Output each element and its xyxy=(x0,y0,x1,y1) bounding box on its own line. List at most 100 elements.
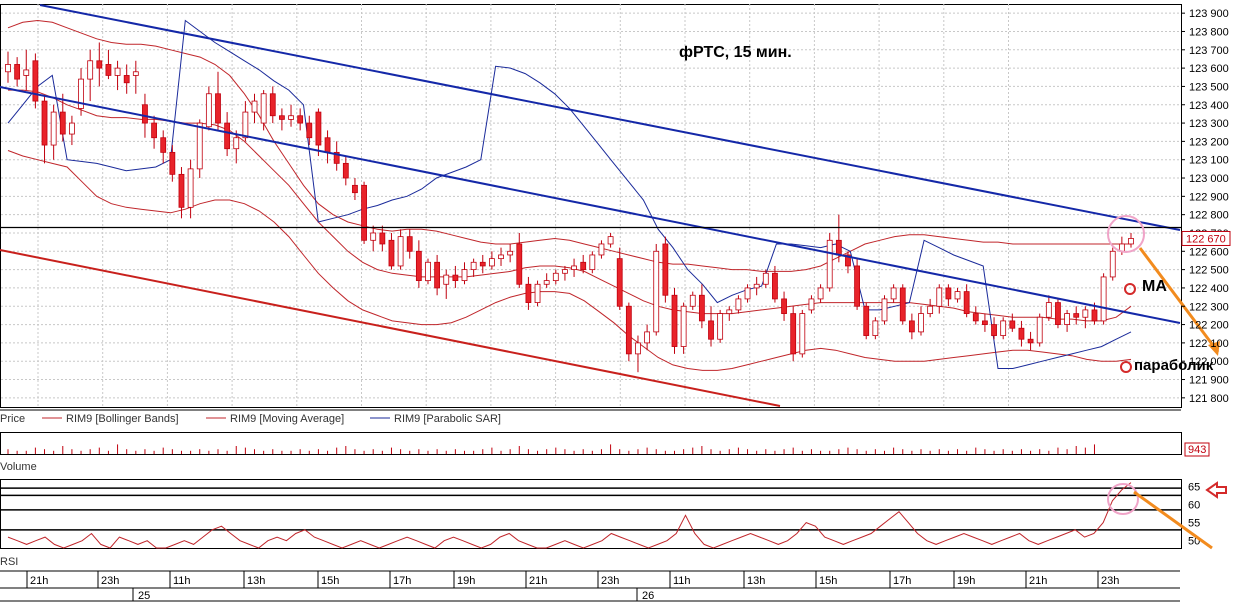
candle-body xyxy=(342,162,349,179)
candle xyxy=(269,86,276,124)
time-label: 15h xyxy=(321,575,339,587)
candle xyxy=(379,225,386,252)
candle-body xyxy=(854,265,860,307)
candle xyxy=(160,130,167,164)
volume-label: Volume xyxy=(0,461,37,473)
candle-body xyxy=(215,93,221,124)
parabolic-sar xyxy=(7,19,1132,369)
candle xyxy=(470,258,477,277)
candle-body xyxy=(516,243,523,285)
candle xyxy=(936,284,943,314)
candle-body xyxy=(1082,309,1089,318)
candle xyxy=(14,57,21,87)
candle xyxy=(625,302,632,362)
price-frame xyxy=(0,4,1182,408)
candle xyxy=(196,119,203,179)
candle xyxy=(233,130,240,164)
y-tick-label: 121 900 xyxy=(1189,375,1229,387)
y-tick-label: 123 500 xyxy=(1189,81,1229,93)
candle xyxy=(1100,273,1107,325)
rsi-level-arrow-icon xyxy=(1205,481,1227,499)
candle-body xyxy=(662,243,669,296)
candle-body xyxy=(991,324,997,336)
candle-body xyxy=(543,280,550,285)
candle xyxy=(552,269,559,285)
candle-body xyxy=(753,283,760,289)
candle-body xyxy=(69,122,75,135)
candle xyxy=(653,243,660,336)
rsi-label: RSI xyxy=(0,556,18,568)
candle-body xyxy=(1073,313,1080,318)
candle-body xyxy=(397,236,404,267)
rsi-tick-label: 60 xyxy=(1188,499,1200,511)
candle xyxy=(32,53,39,109)
forecast-arrow xyxy=(1138,247,1220,353)
candle-body xyxy=(59,111,66,135)
y-tick-label: 122 000 xyxy=(1189,356,1229,368)
y-tick-label: 122 800 xyxy=(1189,210,1229,222)
candle xyxy=(1055,298,1061,329)
candle xyxy=(525,276,532,310)
candle-body xyxy=(982,320,988,325)
upper-channel-line xyxy=(39,4,1181,231)
candle-body xyxy=(799,313,806,355)
candle-body xyxy=(1036,316,1043,344)
candle xyxy=(1109,247,1116,281)
candle xyxy=(534,280,541,307)
candle xyxy=(333,141,340,171)
candle xyxy=(370,225,377,252)
time-label: 21h xyxy=(529,575,547,587)
lower-channel-line xyxy=(0,249,781,407)
candle-body xyxy=(205,93,212,128)
candle-body xyxy=(105,64,112,76)
candle xyxy=(1082,306,1089,329)
candle-body xyxy=(908,320,915,333)
candle xyxy=(543,273,550,288)
candle-body xyxy=(1064,313,1070,325)
y-tick-label: 122 200 xyxy=(1189,320,1229,332)
time-label: 23h xyxy=(601,575,619,587)
candle-body xyxy=(406,236,413,252)
rsi-highlight-circle xyxy=(1107,483,1139,515)
candle-body xyxy=(269,93,276,117)
candle xyxy=(215,71,221,131)
parabolic-annotation: параболик xyxy=(1134,357,1214,374)
y-tick-label: 122 600 xyxy=(1189,246,1229,258)
candle xyxy=(50,104,57,160)
candle-body xyxy=(297,115,304,124)
candle-body xyxy=(744,287,751,300)
candle xyxy=(726,306,733,321)
candle-body xyxy=(452,274,459,282)
candle xyxy=(69,115,75,146)
candle-body xyxy=(635,342,641,355)
candle xyxy=(260,90,267,131)
psar-marker xyxy=(1120,361,1132,373)
candle-body xyxy=(762,272,769,285)
candle xyxy=(972,306,979,325)
candle xyxy=(132,60,139,94)
candle-body xyxy=(324,137,331,153)
candle-body xyxy=(507,250,514,256)
candle-body xyxy=(370,232,377,241)
candle-body xyxy=(589,254,596,271)
candle xyxy=(324,130,331,164)
y-tick-label: 122 400 xyxy=(1189,283,1229,295)
candle-body xyxy=(196,122,203,170)
candle-body xyxy=(488,258,495,267)
candle xyxy=(918,306,924,336)
candle xyxy=(388,232,395,270)
candle xyxy=(698,284,705,329)
candle xyxy=(708,306,714,347)
candle-body xyxy=(772,272,778,300)
candle xyxy=(808,295,815,314)
candle-body xyxy=(1100,276,1107,322)
candle-body xyxy=(1109,250,1116,278)
candle-body xyxy=(23,69,30,76)
y-tick-label: 122 900 xyxy=(1189,191,1229,203)
candle xyxy=(1036,313,1043,347)
candle xyxy=(1000,317,1007,340)
time-label: 11h xyxy=(673,575,691,587)
candle-body xyxy=(5,64,11,73)
candle xyxy=(908,313,915,340)
candle-body xyxy=(1128,238,1134,245)
